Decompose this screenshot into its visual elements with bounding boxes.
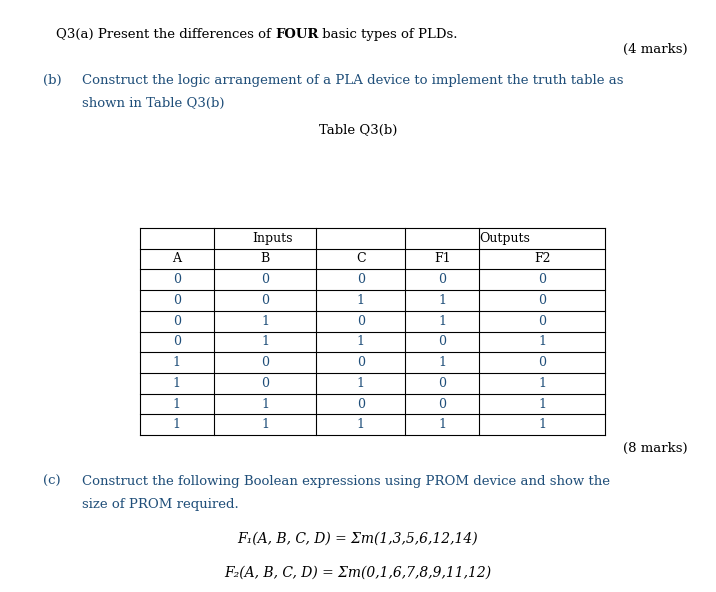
Text: Outputs: Outputs (480, 232, 531, 244)
Text: 0: 0 (438, 377, 446, 390)
Text: (c): (c) (43, 475, 61, 488)
Text: 0: 0 (357, 274, 364, 286)
Text: 0: 0 (173, 315, 181, 327)
Text: 0: 0 (438, 398, 446, 410)
Text: 1: 1 (357, 419, 364, 431)
Text: 0: 0 (173, 294, 181, 307)
Text: 0: 0 (357, 398, 364, 410)
Text: F1: F1 (434, 253, 450, 265)
Text: F₁(A, B, C, D) = Σm(1,3,5,6,12,14): F₁(A, B, C, D) = Σm(1,3,5,6,12,14) (238, 532, 478, 546)
Text: 0: 0 (261, 377, 269, 390)
Text: F2: F2 (534, 253, 551, 265)
Text: F₂(A, B, C, D) = Σm(0,1,6,7,8,9,11,12): F₂(A, B, C, D) = Σm(0,1,6,7,8,9,11,12) (224, 566, 492, 580)
Text: (b): (b) (43, 74, 62, 87)
Text: 1: 1 (173, 377, 181, 390)
Text: 1: 1 (438, 315, 446, 327)
Text: 0: 0 (438, 274, 446, 286)
Text: 1: 1 (438, 294, 446, 307)
Text: FOUR: FOUR (275, 28, 319, 41)
Text: Inputs: Inputs (252, 232, 293, 244)
Text: 0: 0 (357, 315, 364, 327)
Text: A: A (173, 253, 181, 265)
Text: 1: 1 (173, 419, 181, 431)
Text: 1: 1 (173, 398, 181, 410)
Text: (4 marks): (4 marks) (623, 43, 687, 56)
Text: basic types of PLDs.: basic types of PLDs. (319, 28, 458, 41)
Text: 1: 1 (261, 315, 269, 327)
Text: 0: 0 (261, 356, 269, 369)
Text: 0: 0 (538, 274, 546, 286)
Text: 1: 1 (538, 377, 546, 390)
Text: 1: 1 (357, 336, 364, 348)
Text: 0: 0 (538, 356, 546, 369)
Text: 1: 1 (173, 356, 181, 369)
Text: 1: 1 (261, 398, 269, 410)
Text: 0: 0 (261, 294, 269, 307)
Text: 1: 1 (538, 336, 546, 348)
Text: Construct the logic arrangement of a PLA device to implement the truth table as: Construct the logic arrangement of a PLA… (82, 74, 624, 87)
Text: 1: 1 (438, 419, 446, 431)
Text: 1: 1 (538, 398, 546, 410)
Text: size of PROM required.: size of PROM required. (82, 498, 239, 511)
Text: 1: 1 (538, 419, 546, 431)
Text: 1: 1 (357, 377, 364, 390)
Text: B: B (261, 253, 270, 265)
Text: (8 marks): (8 marks) (623, 442, 687, 455)
Text: 0: 0 (261, 274, 269, 286)
Text: 1: 1 (261, 336, 269, 348)
Text: Q3(a) Present the differences of: Q3(a) Present the differences of (56, 28, 275, 41)
Text: 0: 0 (173, 274, 181, 286)
Text: 0: 0 (538, 315, 546, 327)
Text: 1: 1 (261, 419, 269, 431)
Text: 1: 1 (438, 356, 446, 369)
Text: 0: 0 (438, 336, 446, 348)
Text: shown in Table Q3(b): shown in Table Q3(b) (82, 96, 225, 110)
Text: 0: 0 (173, 336, 181, 348)
Text: 0: 0 (357, 356, 364, 369)
Text: 0: 0 (538, 294, 546, 307)
Text: 1: 1 (357, 294, 364, 307)
Text: Table Q3(b): Table Q3(b) (319, 124, 397, 137)
Text: C: C (356, 253, 365, 265)
Text: Construct the following Boolean expressions using PROM device and show the: Construct the following Boolean expressi… (82, 475, 610, 488)
